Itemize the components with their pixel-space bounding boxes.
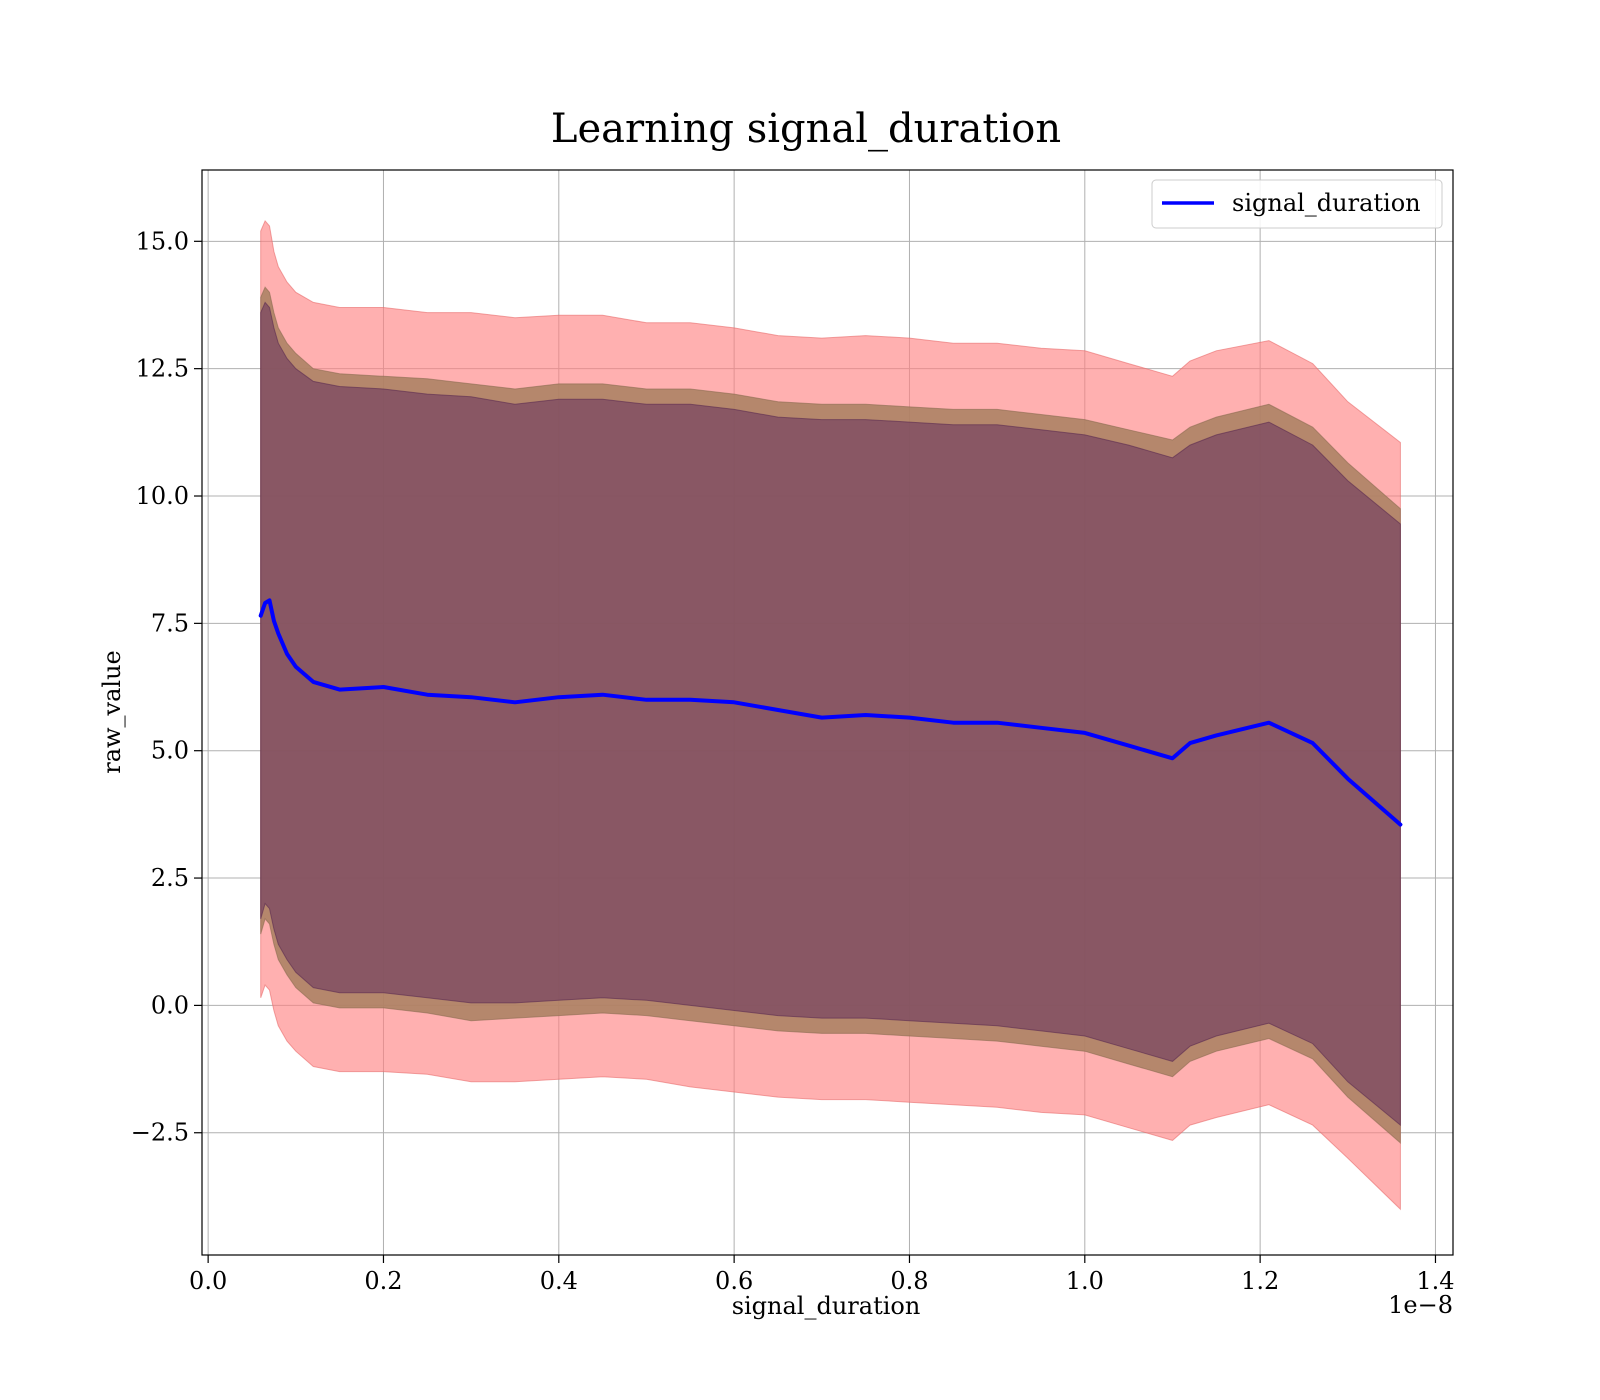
x-tick-label: 1.2 (1241, 1267, 1279, 1295)
legend: signal_duration (1151, 179, 1443, 229)
x-tick-label: 0.0 (189, 1267, 227, 1295)
legend-label: signal_duration (1232, 189, 1421, 217)
y-tick-label: 10.0 (136, 482, 189, 510)
x-tick-label: 0.4 (540, 1267, 578, 1295)
y-tick-label: 12.5 (136, 355, 189, 383)
y-tick-label: 5.0 (151, 737, 189, 765)
y-tick-label: −2.5 (131, 1119, 189, 1147)
x-tick-label: 0.8 (890, 1267, 928, 1295)
confidence-bands (260, 219, 1401, 1211)
y-axis-ticks: −2.5 0.0 2.5 5.0 7.5 10.0 12.5 15.0 (131, 227, 202, 1147)
x-axis-ticks: 0.0 0.2 0.4 0.6 0.8 1.0 1.2 1.4 (189, 1255, 1455, 1295)
y-axis-label: raw_value (98, 650, 126, 774)
y-tick-label: 15.0 (136, 227, 189, 255)
x-tick-label: 1.4 (1416, 1267, 1454, 1295)
x-tick-label: 0.2 (364, 1267, 402, 1295)
x-tick-label: 0.6 (715, 1267, 753, 1295)
x-axis-offset-label: 1e−8 (1388, 1291, 1453, 1319)
legend-box (1151, 179, 1443, 229)
chart-title: Learning signal_duration (551, 106, 1061, 152)
series-lines (258, 598, 1403, 827)
x-tick-label: 1.0 (1066, 1267, 1104, 1295)
y-tick-label: 7.5 (151, 609, 189, 637)
y-tick-label: 0.0 (151, 991, 189, 1019)
x-axis-label: signal_duration (732, 1292, 921, 1320)
y-tick-label: 2.5 (151, 864, 189, 892)
series-line-signal_duration (258, 598, 1403, 827)
band-inner (260, 301, 1401, 1127)
plot-area-frame (201, 169, 1454, 1256)
